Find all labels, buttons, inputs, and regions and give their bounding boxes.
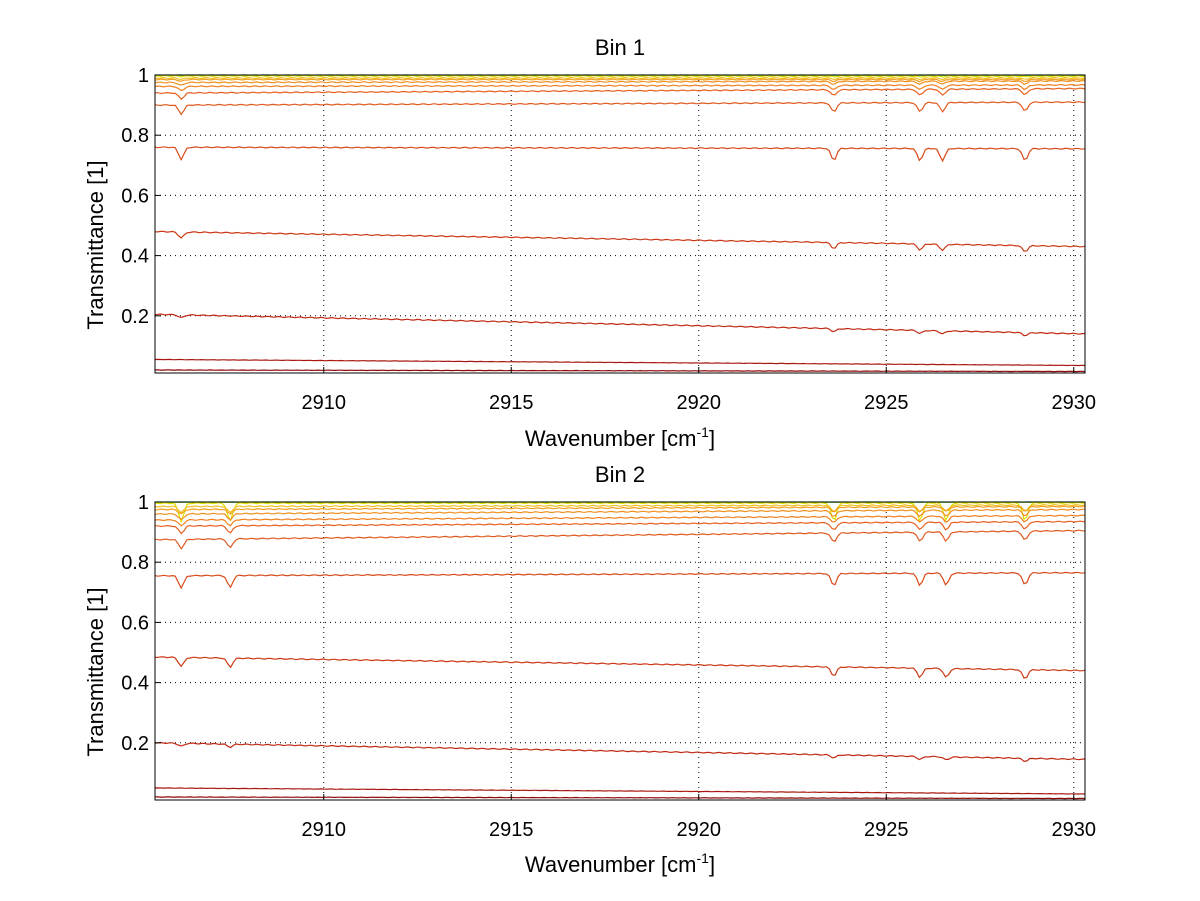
y-tick-label: 0.2 bbox=[121, 733, 149, 755]
series-line bbox=[155, 520, 1086, 535]
y-tick-label: 0.6 bbox=[121, 612, 149, 634]
series-line bbox=[155, 369, 1086, 373]
y-tick-label: 1 bbox=[138, 65, 149, 87]
y-tick-label: 0.4 bbox=[121, 673, 149, 695]
series-line bbox=[154, 146, 1086, 163]
series-line bbox=[154, 78, 1086, 83]
chart-title: Bin 1 bbox=[595, 35, 645, 60]
x-tick-label: 2915 bbox=[489, 819, 534, 841]
x-tick-label: 2920 bbox=[677, 392, 722, 414]
series-line bbox=[154, 230, 1086, 252]
chart-title: Bin 2 bbox=[595, 462, 645, 487]
y-tick-label: 0.6 bbox=[121, 185, 149, 207]
x-tick-label: 2915 bbox=[489, 392, 534, 414]
grid-lines bbox=[155, 74, 1085, 373]
x-axis-label: Wavenumber [cm-1] bbox=[525, 424, 715, 451]
series-line bbox=[154, 74, 1085, 78]
series-line bbox=[154, 87, 1086, 100]
x-tick-label: 2930 bbox=[1052, 392, 1097, 414]
grid-lines bbox=[155, 501, 1085, 800]
series-line bbox=[154, 83, 1086, 92]
series-line bbox=[154, 313, 1086, 337]
series-line bbox=[155, 796, 1086, 800]
axes-frame bbox=[154, 74, 1086, 374]
series-group bbox=[154, 501, 1086, 800]
series-line bbox=[154, 76, 1086, 81]
series-line bbox=[154, 358, 1086, 367]
x-tick-label: 2910 bbox=[302, 392, 347, 414]
series-line bbox=[154, 505, 1086, 515]
y-axis-label: Transmittance [1] bbox=[83, 587, 108, 756]
axes-frame bbox=[154, 501, 1086, 801]
y-axis-label: Transmittance [1] bbox=[83, 160, 108, 329]
series-line bbox=[154, 529, 1086, 550]
chart-panel-bin-2: Bin 2 2910 2915 2920 2925 29300.20.40.60.81 … bbox=[83, 462, 1096, 877]
series-line bbox=[154, 101, 1086, 116]
tick-labels: 2910 2915 2920 2925 2930 0.2 0.4 0.6 0.8 1 bbox=[121, 492, 1096, 841]
x-axis-label: Wavenumber [cm-1] bbox=[525, 850, 715, 877]
series-line bbox=[154, 787, 1086, 795]
chart-panel-bin-1: Bin 1 2910 2915 2920 2925 29300.20.40.60.81 … bbox=[83, 35, 1096, 451]
series-line bbox=[154, 571, 1086, 590]
x-tick-label: 2920 bbox=[677, 819, 722, 841]
series-line bbox=[154, 514, 1086, 527]
y-tick-label: 1 bbox=[138, 492, 149, 514]
series-line bbox=[154, 741, 1086, 763]
series-line bbox=[154, 79, 1085, 86]
y-tick-label: 0.2 bbox=[121, 306, 149, 328]
series-line bbox=[154, 508, 1086, 521]
y-tick-label: 0.8 bbox=[121, 552, 149, 574]
x-tick-label: 2925 bbox=[864, 819, 909, 841]
series-line bbox=[154, 503, 1086, 514]
x-tick-label: 2930 bbox=[1052, 819, 1097, 841]
series-line bbox=[154, 656, 1086, 679]
y-tick-label: 0.4 bbox=[121, 246, 149, 268]
series-group bbox=[154, 74, 1086, 373]
x-tick-label: 2910 bbox=[302, 819, 347, 841]
x-tick-label: 2925 bbox=[864, 392, 909, 414]
y-tick-label: 0.8 bbox=[121, 125, 149, 147]
series-line bbox=[154, 501, 1085, 524]
tick-labels: 2910 2915 2920 2925 2930 0.2 0.4 0.6 0.8 1 bbox=[121, 65, 1096, 414]
